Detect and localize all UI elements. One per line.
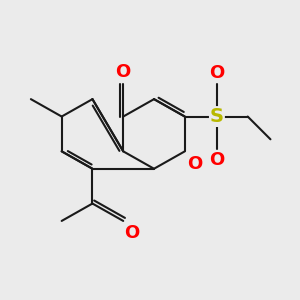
Text: O: O [124,224,140,242]
Text: O: O [209,151,224,169]
Text: O: O [187,154,202,172]
Text: S: S [210,107,224,126]
Text: O: O [116,63,131,81]
Text: O: O [209,64,224,82]
